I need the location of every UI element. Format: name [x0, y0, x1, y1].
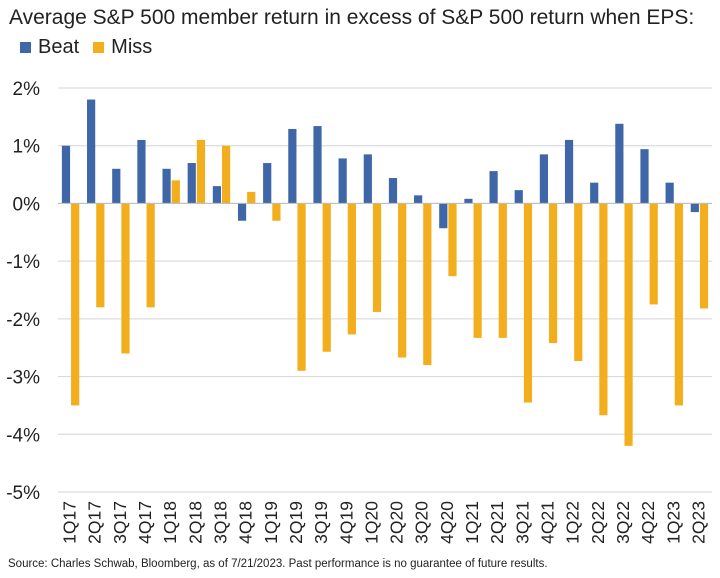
- bar-miss: [71, 203, 80, 406]
- x-tick-label: 4Q19: [336, 501, 356, 544]
- bar-beat: [187, 163, 196, 204]
- x-tick-label: 4Q17: [135, 501, 155, 544]
- bar-beat: [489, 171, 498, 204]
- x-tick-label: 3Q19: [311, 501, 331, 544]
- bar-beat: [665, 182, 674, 204]
- bar-miss: [699, 203, 709, 309]
- bar-miss: [649, 203, 658, 305]
- y-tick-label: -2%: [6, 310, 40, 331]
- bar-beat: [414, 195, 423, 204]
- bar-miss: [196, 139, 206, 204]
- x-tick-label: 3Q21: [512, 501, 532, 544]
- legend-label-beat: Beat: [38, 36, 80, 58]
- bar-miss: [96, 203, 105, 308]
- bar-beat: [137, 139, 146, 204]
- bar-beat: [263, 163, 272, 204]
- y-tick-label: 0%: [13, 194, 41, 215]
- bar-beat: [388, 178, 398, 204]
- bar-beat: [439, 203, 448, 229]
- bar-miss: [146, 203, 155, 308]
- bar-miss: [222, 145, 231, 204]
- x-tick-label: 2Q19: [286, 501, 306, 544]
- x-tick-label: 3Q20: [412, 501, 432, 544]
- bar-miss: [423, 203, 432, 366]
- x-tick-label: 1Q23: [663, 501, 683, 544]
- bar-beat: [288, 128, 297, 204]
- x-tick-label: 1Q19: [261, 501, 281, 544]
- x-tick-label: 2Q22: [588, 501, 608, 544]
- bar-beat: [363, 154, 372, 204]
- x-tick-label: 3Q18: [211, 501, 231, 544]
- bar-beat: [690, 203, 699, 213]
- x-tick-label: 2Q18: [185, 501, 205, 544]
- bar-beat: [640, 149, 649, 204]
- x-tick-label: 4Q22: [638, 501, 658, 544]
- bar-miss: [574, 203, 583, 361]
- x-tick-label: 1Q22: [563, 501, 583, 544]
- bar-miss: [674, 203, 683, 406]
- x-tick-label: 2Q20: [387, 501, 407, 544]
- bar-miss: [272, 203, 281, 221]
- bar-miss: [549, 203, 558, 344]
- bar-beat: [212, 186, 221, 204]
- bar-miss: [171, 180, 180, 204]
- y-tick-label: -1%: [6, 252, 40, 273]
- bar-miss: [398, 203, 407, 358]
- bar-miss: [523, 203, 533, 403]
- x-tick-label: 1Q21: [462, 501, 482, 544]
- bar-miss: [247, 191, 256, 204]
- x-tick-label: 1Q18: [160, 501, 180, 544]
- legend-swatch-miss: [93, 42, 105, 53]
- y-tick-label: -4%: [6, 425, 40, 446]
- y-tick-label: 1%: [13, 137, 41, 158]
- x-tick-label: 2Q21: [487, 501, 507, 544]
- x-tick-label: 1Q20: [361, 501, 381, 544]
- x-tick-label: 4Q20: [437, 501, 457, 544]
- x-tick-label: 2Q17: [85, 501, 105, 544]
- bar-beat: [112, 168, 121, 204]
- bar-beat: [313, 126, 322, 204]
- legend-item-miss: Miss: [93, 36, 152, 59]
- bar-miss: [498, 203, 507, 338]
- bar-beat: [162, 168, 171, 204]
- bar-miss: [297, 203, 306, 371]
- x-tick-label: 3Q22: [613, 501, 633, 544]
- legend: Beat Miss: [20, 36, 166, 59]
- y-tick-label: 2%: [13, 79, 41, 100]
- x-tick-label: 4Q21: [538, 501, 558, 544]
- bar-miss: [347, 203, 356, 335]
- legend-swatch-beat: [20, 42, 31, 53]
- x-tick-label: 4Q18: [236, 501, 256, 544]
- y-tick-label: -5%: [6, 483, 40, 504]
- x-tick-label: 2Q23: [688, 501, 708, 544]
- y-tick-label: -3%: [6, 368, 40, 389]
- source-note: Source: Charles Schwab, Bloomberg, as of…: [8, 558, 548, 570]
- bar-beat: [615, 123, 624, 204]
- bar-beat: [338, 158, 347, 204]
- x-tick-label: 1Q17: [60, 501, 80, 544]
- bar-miss: [473, 203, 482, 338]
- bar-miss: [372, 203, 382, 312]
- bar-beat: [464, 198, 473, 204]
- bar-beat: [590, 182, 599, 204]
- bar-miss: [322, 203, 331, 352]
- bar-miss: [624, 203, 633, 446]
- chart-title: Average S&P 500 member return in excess …: [9, 6, 695, 29]
- x-tick-label: 3Q17: [110, 501, 130, 544]
- bar-miss: [599, 203, 608, 416]
- bar-beat: [514, 190, 523, 204]
- legend-item-beat: Beat: [20, 36, 79, 59]
- bar-beat: [564, 139, 574, 204]
- legend-label-miss: Miss: [111, 36, 153, 58]
- bar-beat: [237, 203, 247, 221]
- bar-beat: [539, 154, 548, 204]
- bar-beat: [87, 99, 96, 204]
- bar-miss: [448, 203, 457, 277]
- bar-miss: [121, 203, 130, 354]
- bar-beat: [61, 145, 71, 204]
